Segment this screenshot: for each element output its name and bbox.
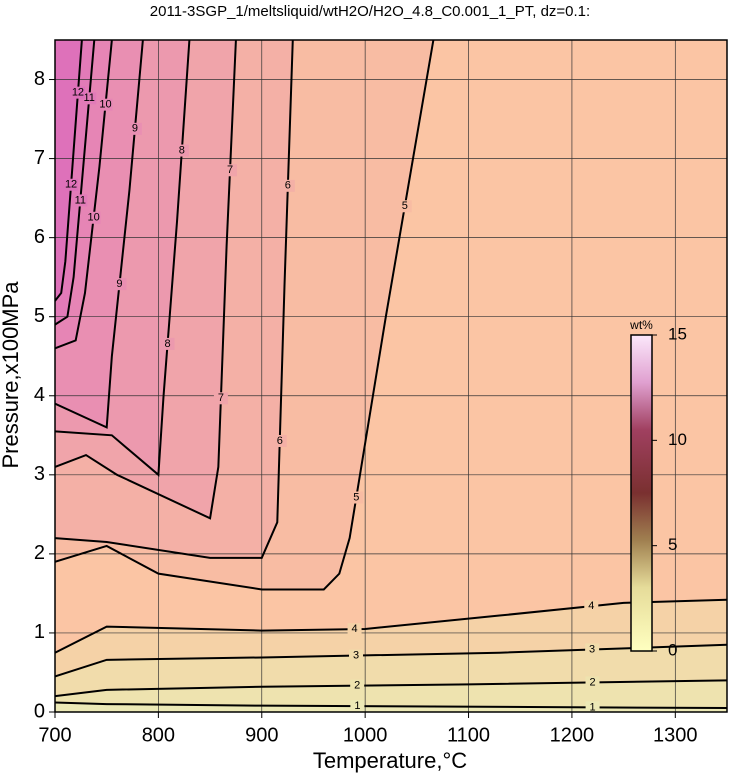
plot-frame [54,39,728,713]
contour-label: 7 [218,392,224,404]
contour-label: 9 [116,278,122,290]
contour-line [55,40,435,591]
contour-label: 2 [589,676,595,688]
contour-line [55,643,727,678]
x-tick-label: 1200 [550,724,595,746]
contour-label-bg [213,392,228,405]
colorbar-tick-label: 10 [668,430,687,449]
contour-line [55,40,144,429]
contour-line [55,40,83,302]
colorbar-tick-label: 5 [668,535,677,554]
y-tick-label: 4 [34,384,45,406]
contour-label: 5 [402,200,408,212]
contour-label: 3 [353,649,359,661]
overlay: 700 800 900 1000 1100 1200 1300012345678wt%051… [34,39,728,746]
contour-label-bg [585,676,600,689]
contour-line [55,701,727,710]
contour-label-bg [127,122,142,135]
contour-label-bg [280,179,295,192]
contour-line [55,40,294,559]
contour-label-bg [70,86,85,99]
chart-title: 2011-3SGP_1/meltsliquid/wtH2O/H2O_4.8_C0… [150,3,590,20]
y-tick-label: 1 [34,621,45,643]
contour-label-bg [223,164,238,177]
contour-label-bg [174,144,189,157]
contour-label: 3 [589,643,595,655]
x-tick-label: 700 [38,724,71,746]
colorbar-label: wt% [629,318,653,332]
contour-label-bg [112,278,127,291]
y-axis-label: Pressure,x100MPa [0,281,23,469]
contour-label: 8 [179,144,185,156]
colorbar-tick-label: 0 [668,640,677,659]
contour-label-bg [160,337,175,350]
contour-label-bg [585,701,600,712]
y-tick-label: 0 [34,700,45,722]
colorbar [630,334,653,652]
contour-label: 4 [352,623,358,635]
contour-label-bg [349,491,364,504]
contour-line [55,40,96,326]
contour-label-bg [585,643,600,656]
contour-label: 4 [588,600,594,612]
x-tick-label: 1000 [343,724,388,746]
contour-label: 6 [277,435,283,447]
y-tick-label: 3 [34,463,45,485]
contour-label: 8 [164,338,170,350]
contour-label-bg [584,600,599,613]
x-axis-label: Temperature,°C [313,748,467,773]
x-tick-label: 1300 [653,724,698,746]
contour-label: 7 [227,164,233,176]
contour-label-bg [397,200,412,213]
contour-label-bg [64,178,79,191]
x-tick-label: 900 [245,724,278,746]
x-tick-label: 800 [142,724,175,746]
contour-line [55,40,191,477]
y-tick-label: 2 [34,542,45,564]
contour-line [55,40,113,350]
contour-label-bg [347,623,362,636]
contour-label-bg [349,649,364,662]
contour-band [55,40,82,301]
contour-label: 12 [65,179,77,191]
contour-label: 11 [75,194,86,206]
contour-label-bg [86,211,101,224]
contour-label: 1 [354,700,360,712]
y-tick-label: 8 [34,68,45,90]
contour-label: 11 [83,92,94,104]
y-tick-label: 5 [34,305,45,327]
y-tick-label: 6 [34,226,45,248]
contour-line [55,679,727,698]
contour-label: 6 [285,180,291,192]
contour-label-bg [98,98,113,111]
contour-label-bg [350,700,365,712]
contour-line [55,598,727,654]
contour-label: 9 [132,123,138,135]
contour-label-bg [73,194,88,207]
colorbar-tick-label: 15 [668,324,687,343]
contour-line [55,40,237,520]
contour-label: 2 [354,680,360,692]
contour-label: 10 [99,99,111,111]
contour-label-bg [82,92,97,105]
contour-label: 1 [590,701,596,713]
contour-label-bg [350,679,365,692]
contour-label: 12 [72,87,84,99]
contour-label: 10 [87,212,99,224]
contour-label: 5 [353,491,359,503]
x-tick-label: 1100 [447,724,490,746]
y-tick-label: 7 [34,147,45,169]
contour-label-bg [272,434,287,447]
